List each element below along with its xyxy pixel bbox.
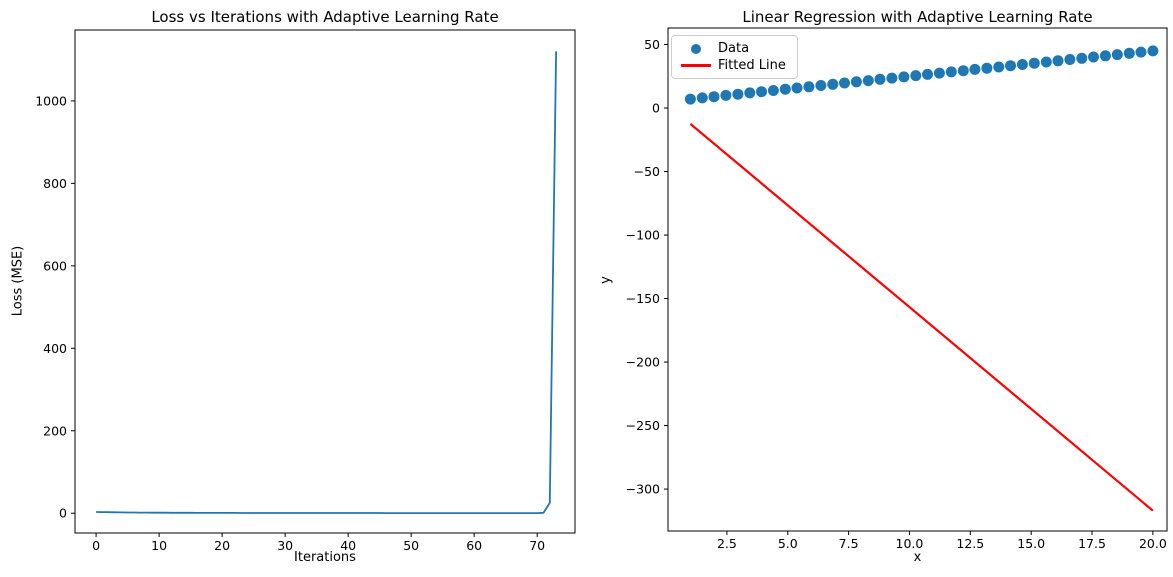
svg-text:40: 40 [340, 538, 356, 553]
svg-text:50: 50 [644, 37, 660, 52]
loss-curve [96, 51, 557, 514]
right-chart-ylabel: y [598, 276, 614, 284]
legend-label: Fitted Line [718, 58, 786, 73]
svg-text:20.0: 20.0 [1139, 536, 1167, 551]
svg-text:30: 30 [277, 538, 293, 553]
x-axis-ticks: 0 10 20 30 40 50 60 70 [92, 533, 545, 553]
right-chart-xlabel: x [913, 550, 922, 565]
x-axis-ticks: 2.5 5.0 7.5 10.0 12.5 15.0 17.5 20.0 [717, 531, 1167, 551]
svg-text:200: 200 [43, 423, 67, 438]
svg-text:600: 600 [43, 258, 67, 273]
axes-spines [667, 27, 1168, 532]
svg-text:−250: −250 [626, 418, 660, 433]
svg-text:20: 20 [214, 538, 230, 553]
svg-text:−50: −50 [634, 164, 660, 179]
right-chart-title: Linear Regression with Adaptive Learning… [742, 8, 1093, 26]
svg-text:70: 70 [529, 538, 545, 553]
legend-marker [678, 64, 714, 67]
svg-text:−150: −150 [626, 291, 660, 306]
svg-text:−300: −300 [626, 482, 660, 497]
legend-entry-data: Data [678, 40, 791, 57]
legend: Data Fitted Line [671, 35, 798, 79]
linear-regression-chart: 2.5 5.0 7.5 10.0 12.5 15.0 17.5 20.0 50 0 −50 −100 −… [626, 27, 1168, 551]
svg-text:5.0: 5.0 [778, 536, 798, 551]
svg-text:7.5: 7.5 [839, 536, 859, 551]
left-chart-title: Loss vs Iterations with Adaptive Learnin… [151, 8, 499, 26]
svg-text:10.0: 10.0 [896, 536, 924, 551]
svg-text:−200: −200 [626, 355, 660, 370]
legend-entry-fitted-line: Fitted Line [678, 57, 791, 74]
left-chart-xlabel: Iterations [294, 550, 356, 565]
y-axis-ticks: 0 200 400 600 800 1000 [35, 93, 75, 521]
svg-text:400: 400 [43, 341, 67, 356]
svg-text:10: 10 [151, 538, 167, 553]
svg-text:0: 0 [92, 538, 100, 553]
left-chart-ylabel: Loss (MSE) [10, 245, 26, 317]
loss-vs-iterations-chart: 0 10 20 30 40 50 60 70 0 200 400 600 800 1000 [35, 29, 576, 553]
svg-text:2.5: 2.5 [717, 536, 737, 551]
svg-text:0: 0 [59, 506, 67, 521]
svg-text:60: 60 [466, 538, 482, 553]
axes-spines [74, 29, 576, 534]
legend-marker [678, 43, 714, 54]
data-marker-icon [691, 43, 701, 54]
svg-text:−100: −100 [626, 228, 660, 243]
svg-text:1000: 1000 [35, 93, 67, 108]
fitted-line-icon [681, 64, 711, 67]
svg-text:800: 800 [43, 176, 67, 191]
svg-text:0: 0 [652, 101, 660, 116]
y-axis-ticks: 50 0 −50 −100 −150 −200 −250 −300 [626, 37, 668, 497]
fitted-line [689, 123, 1154, 512]
legend-label: Data [718, 41, 750, 56]
svg-text:15.0: 15.0 [1017, 536, 1045, 551]
data-points [684, 45, 1159, 105]
svg-text:17.5: 17.5 [1078, 536, 1106, 551]
svg-text:12.5: 12.5 [956, 536, 984, 551]
svg-text:50: 50 [403, 538, 419, 553]
